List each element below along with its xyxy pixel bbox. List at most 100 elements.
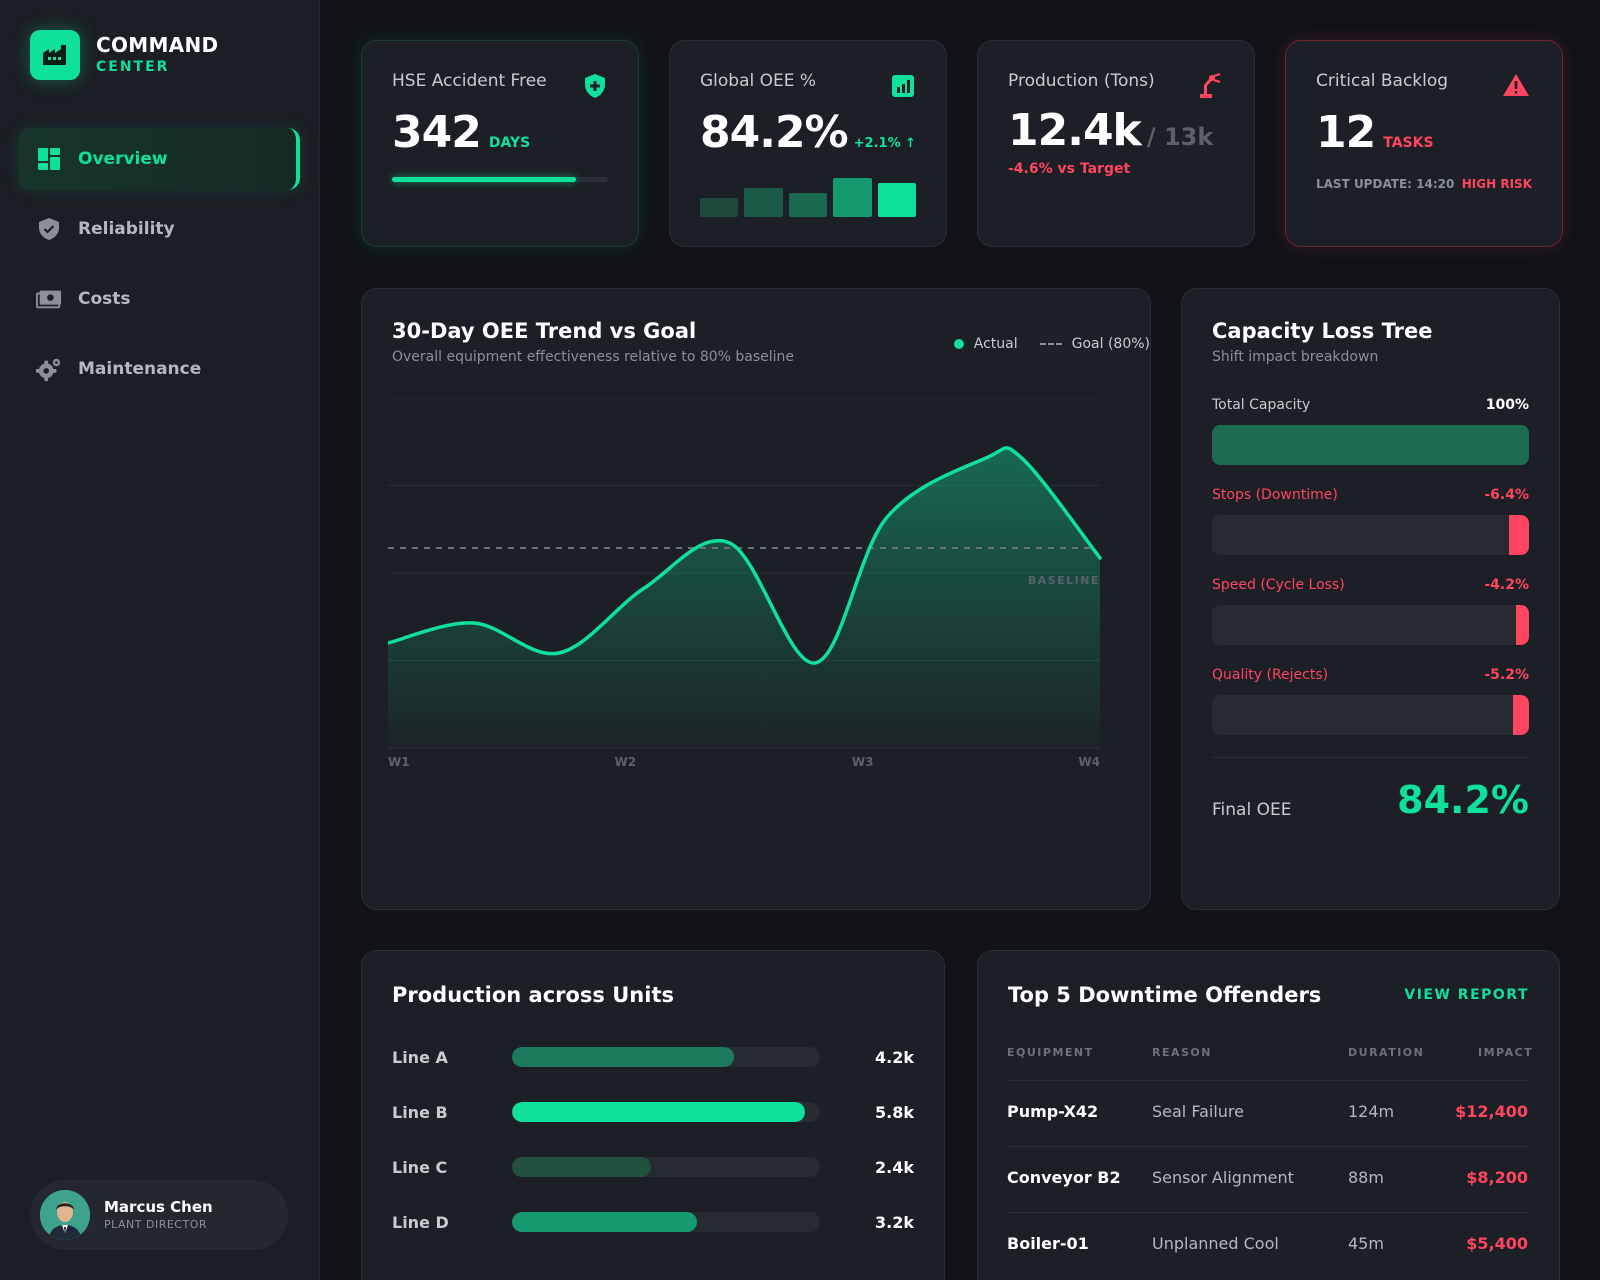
capacity-row: Total Capacity 100%: [1212, 397, 1529, 465]
kpi-card-hse[interactable]: HSE Accident Free 342 DAYS: [361, 40, 639, 247]
x-tick-label: W4: [1078, 755, 1100, 769]
kpi-value: 342 DAYS: [392, 107, 530, 158]
legend-actual-dot: [953, 339, 964, 349]
cell-duration: 88m: [1348, 1168, 1384, 1187]
baseline-label: BASELINE: [1028, 574, 1100, 587]
nav-item-costs[interactable]: Costs: [18, 268, 300, 330]
oee-mini-bar: [744, 187, 783, 217]
downtime-card: Top 5 Downtime Offenders VIEW REPORT: [977, 950, 1560, 1280]
legend-goal: Goal (80%): [1071, 336, 1150, 352]
units-title: Production across Units: [392, 983, 674, 1007]
unit-bar: [512, 1157, 651, 1177]
unit-label: Line D: [392, 1212, 449, 1232]
warning-icon: [1502, 73, 1530, 101]
hse-progress: [392, 177, 608, 182]
col-equipment[interactable]: EQUIPMENT: [1007, 1046, 1094, 1059]
kpi-unit: DAYS: [488, 135, 531, 151]
actual-area: [388, 447, 1100, 748]
final-oee-value: 84.2%: [1397, 778, 1529, 822]
trend-title: 30-Day OEE Trend vs Goal: [392, 319, 697, 343]
unit-label: Line A: [392, 1047, 448, 1067]
unit-track: [512, 1102, 820, 1122]
money-icon: [36, 286, 62, 312]
avatar: [40, 1190, 90, 1240]
last-update: LAST UPDATE: 14:20: [1316, 177, 1455, 191]
row-divider: [1006, 1212, 1530, 1213]
kpi-card-oee[interactable]: Global OEE % 84.2% +2.1% ↑: [669, 40, 947, 247]
cell-equipment: Boiler-01: [1007, 1234, 1089, 1253]
cell-impact: $12,400: [1455, 1102, 1528, 1121]
nav-item-reliability[interactable]: Reliability: [18, 198, 300, 260]
capacity-loss-bar: [1515, 605, 1529, 645]
user-profile[interactable]: Marcus Chen PLANT DIRECTOR: [30, 1180, 288, 1250]
capacity-loss-bar: [1512, 695, 1529, 735]
unit-row[interactable]: Line A 4.2k: [392, 1045, 914, 1069]
user-name: Marcus Chen: [104, 1198, 213, 1216]
capacity-track: [1212, 425, 1529, 465]
capacity-subtitle: Shift impact breakdown: [1212, 349, 1379, 365]
shield-icon: [36, 216, 62, 242]
brand[interactable]: COMMAND CENTER: [30, 30, 218, 80]
unit-row[interactable]: Line D 3.2k: [392, 1210, 914, 1234]
trend-subtitle: Overall equipment effectiveness relative…: [392, 349, 795, 365]
oee-mini-bar: [833, 178, 872, 217]
kpi-number: 84.2%: [700, 107, 849, 158]
brand-title: COMMAND: [96, 33, 219, 57]
kpi-label: Production (Tons): [1008, 71, 1155, 91]
risk-badge: HIGH RISK: [1461, 177, 1532, 191]
row-divider: [1006, 1146, 1530, 1147]
nav-item-maintenance[interactable]: Maintenance: [18, 338, 300, 400]
kpi-card-backlog[interactable]: Critical Backlog 12 TASKS LAST UPDATE: 14…: [1285, 40, 1563, 247]
kpi-value: 12 TASKS: [1316, 107, 1434, 158]
row-divider: [1006, 1080, 1530, 1081]
capacity-track: [1212, 515, 1529, 555]
col-duration[interactable]: DURATION: [1348, 1046, 1425, 1059]
unit-track: [512, 1047, 820, 1067]
capacity-track: [1212, 605, 1529, 645]
unit-bar: [512, 1047, 734, 1067]
capacity-loss-bar: [1508, 515, 1529, 555]
nav-label: Overview: [78, 149, 168, 169]
kpi-value: 84.2% +2.1% ↑: [700, 107, 916, 158]
capacity-row: Stops (Downtime) -6.4%: [1212, 487, 1529, 555]
legend-goal-dash: [1039, 343, 1062, 345]
col-impact[interactable]: IMPACT: [1478, 1046, 1534, 1059]
cell-reason: Sensor Alignment: [1152, 1168, 1294, 1187]
unit-value: 3.2k: [875, 1212, 914, 1232]
x-tick-label: W3: [852, 755, 874, 769]
gears-icon: [36, 356, 62, 382]
col-reason[interactable]: REASON: [1152, 1046, 1212, 1059]
unit-value: 5.8k: [875, 1102, 914, 1122]
capacity-title: Capacity Loss Tree: [1212, 319, 1433, 343]
kpi-label: Critical Backlog: [1316, 71, 1449, 91]
kpi-unit: TASKS: [1383, 135, 1434, 151]
view-report-link[interactable]: VIEW REPORT: [1404, 987, 1529, 1003]
kpi-card-production[interactable]: Production (Tons) 12.4k/ 13k -4.6% vs Ta…: [977, 40, 1255, 247]
nav-label: Costs: [78, 289, 131, 309]
oee-mini-bar: [788, 192, 828, 217]
unit-value: 2.4k: [875, 1157, 914, 1177]
unit-row[interactable]: Line C 2.4k: [392, 1155, 914, 1179]
kpi-number: 12.4k: [1008, 105, 1142, 156]
capacity-row-label: Stops (Downtime): [1212, 487, 1338, 503]
capacity-track: [1212, 695, 1529, 735]
capacity-row-label: Total Capacity: [1212, 397, 1311, 413]
unit-label: Line C: [392, 1157, 448, 1177]
capacity-row-head: Stops (Downtime) -6.4%: [1212, 487, 1529, 503]
cell-impact: $8,200: [1466, 1168, 1528, 1187]
unit-bar: [512, 1212, 697, 1232]
final-oee-label: Final OEE: [1212, 800, 1292, 820]
oee-trend-chart: BASELINE W1 W2 W3 W4: [388, 398, 1102, 769]
unit-row[interactable]: Line B 5.8k: [392, 1100, 914, 1124]
nav-item-overview[interactable]: Overview: [18, 128, 300, 190]
cell-reason: Seal Failure: [1152, 1102, 1244, 1121]
legend-actual: Actual: [973, 336, 1018, 352]
cell-reason: Unplanned Cool: [1152, 1234, 1279, 1253]
capacity-row: Speed (Cycle Loss) -4.2%: [1212, 577, 1529, 645]
factory-icon: [30, 30, 80, 80]
capacity-row-head: Total Capacity 100%: [1212, 397, 1529, 413]
kpi-number: 12: [1316, 107, 1376, 158]
cell-duration: 124m: [1348, 1102, 1395, 1121]
kpi-label: HSE Accident Free: [392, 71, 547, 91]
final-oee-row: Final OEE 84.2%: [1212, 757, 1529, 820]
